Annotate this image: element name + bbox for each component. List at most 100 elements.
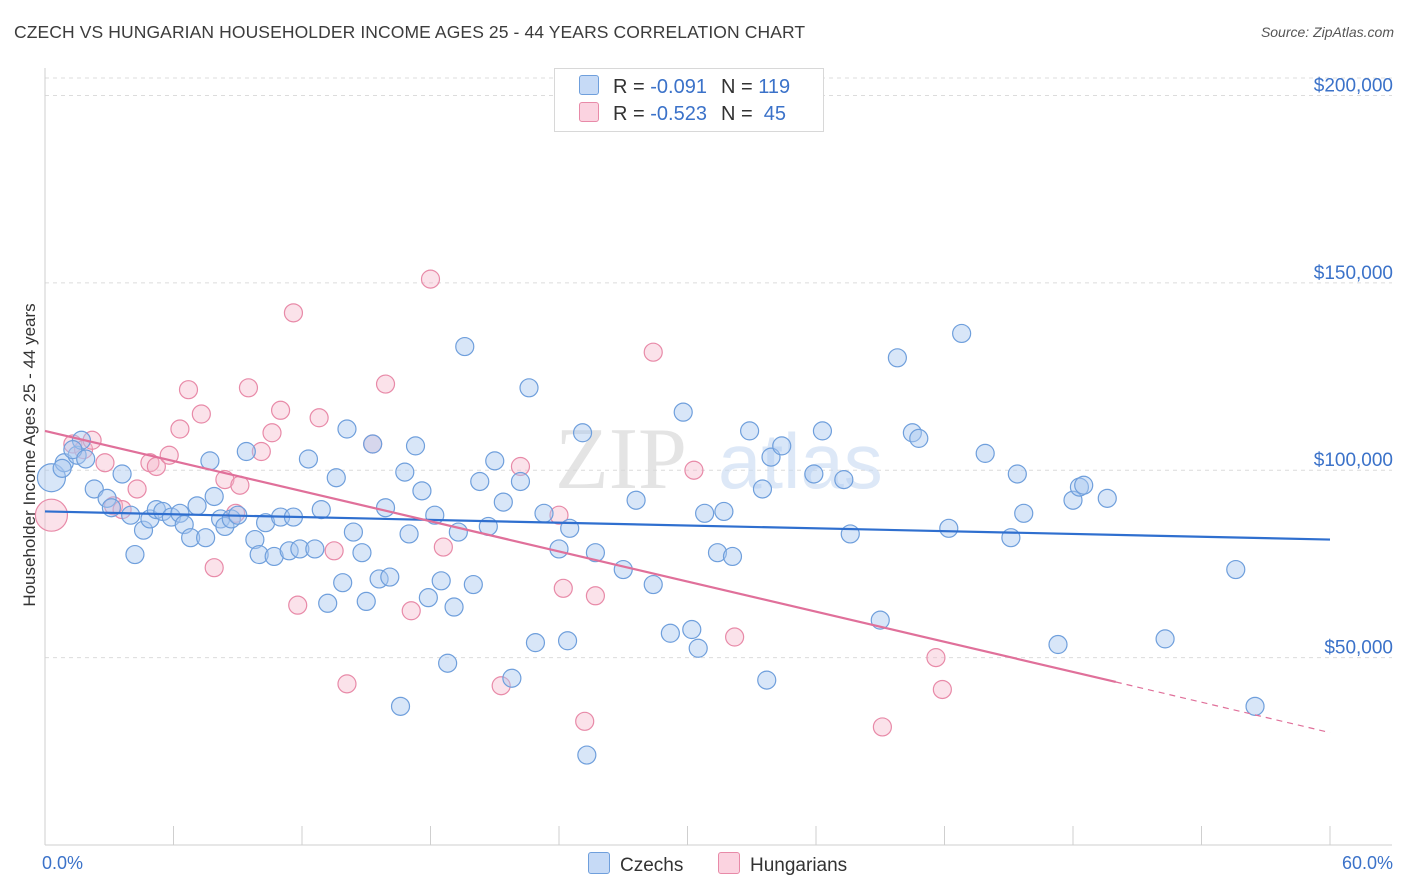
czech-point — [752, 479, 773, 499]
hungarian-point — [872, 717, 892, 737]
czech-point — [493, 492, 513, 512]
grid-lines — [45, 77, 1392, 659]
hungarian-point — [270, 400, 291, 420]
czech-point — [714, 501, 734, 522]
legend-item-hungarians[interactable]: Hungarians — [718, 852, 847, 877]
czech-point — [975, 443, 995, 463]
hungarian-point — [170, 419, 190, 439]
watermark: ZIP atlas — [555, 411, 883, 508]
czech-point — [204, 486, 224, 507]
czech-point — [510, 471, 531, 492]
czech-point — [772, 436, 792, 456]
czech-point — [1007, 464, 1027, 484]
czech-point — [740, 421, 760, 441]
czech-point — [1155, 629, 1175, 649]
czech-point — [187, 496, 207, 516]
x-tick-label: 60.0% — [1342, 853, 1393, 873]
legend-row-hungarians: R = -0.523 N = 45 — [579, 102, 786, 128]
czech-point — [1226, 559, 1246, 580]
hungarian-point — [337, 674, 357, 694]
czech-point — [412, 481, 432, 501]
czech-point — [444, 597, 464, 617]
hungarian-point — [575, 711, 595, 731]
czech-point — [673, 402, 693, 422]
legend-item-czechs[interactable]: Czechs — [588, 852, 683, 877]
czech-point — [485, 451, 505, 471]
czech-point — [626, 490, 646, 510]
czech-point — [405, 436, 426, 456]
czech-point — [1097, 488, 1117, 508]
hungarian-point — [401, 601, 421, 621]
czech-legend-swatch — [588, 852, 610, 874]
czech-point — [707, 543, 728, 563]
r-value-czechs: -0.091 — [650, 76, 707, 98]
hungarian-point — [491, 676, 511, 696]
czech-point — [887, 348, 907, 368]
czech-point — [1014, 503, 1034, 523]
axes — [44, 68, 1392, 846]
n-label: N = — [720, 103, 753, 125]
legend-label-czechs: Czechs — [620, 855, 684, 876]
hungarian-point — [725, 627, 745, 647]
czech-point — [245, 529, 265, 550]
czech-point — [519, 378, 539, 398]
hungarian-point — [684, 460, 704, 480]
hungarian-point — [585, 586, 606, 606]
hungarian-point — [178, 380, 199, 400]
czech-point — [909, 428, 929, 448]
czech-point — [939, 518, 959, 538]
czech-point — [952, 323, 972, 344]
hungarian-point — [510, 456, 531, 477]
czech-point — [318, 593, 338, 613]
czech-point — [84, 479, 104, 499]
czech-point — [76, 449, 96, 469]
czech-point — [63, 440, 83, 460]
czech-point — [352, 543, 372, 563]
stats-legend: R = -0.091 N = 119 R = -0.523 N = 45 — [554, 68, 824, 132]
hungarian-point — [251, 441, 271, 462]
y-tick-label: $150,000 — [1314, 263, 1393, 284]
watermark-atlas: atlas — [718, 417, 883, 505]
czech-point — [181, 528, 201, 548]
czech-point — [112, 464, 132, 484]
y-tick-label: $200,000 — [1314, 75, 1393, 96]
czech-point — [343, 522, 363, 542]
czech-point — [1048, 634, 1068, 655]
czech-point — [660, 623, 680, 643]
czech-point — [236, 441, 256, 462]
czech-point — [395, 462, 415, 482]
legend-label-hungarians: Hungarians — [750, 855, 848, 876]
czech-point — [431, 571, 451, 591]
czech-point — [249, 544, 269, 565]
czech-point — [305, 539, 325, 559]
czech-point — [534, 503, 554, 523]
n-value-hungarians: 45 — [758, 103, 787, 125]
czech-point — [326, 468, 346, 488]
r-value-hungarians: -0.523 — [650, 103, 707, 125]
czech-point — [375, 498, 396, 518]
hungarian-point — [262, 423, 282, 443]
czech-point — [1245, 696, 1265, 716]
hungarian-point — [95, 453, 115, 473]
r-label: R = — [613, 103, 645, 125]
hungarian-point — [553, 578, 573, 598]
chart-title: CZECH VS HUNGARIAN HOUSEHOLDER INCOME AG… — [14, 22, 806, 42]
hungarian-point — [309, 408, 329, 428]
czech-points — [36, 323, 1265, 765]
czech-point — [757, 670, 777, 690]
czech-point — [470, 471, 490, 492]
czech-point — [121, 505, 141, 525]
czech-swatch — [579, 75, 599, 95]
hungarian-swatch — [579, 102, 599, 122]
czech-trend-line — [44, 510, 1331, 541]
czech-point — [525, 633, 546, 653]
czech-point — [390, 696, 411, 716]
hungarian-point — [549, 505, 569, 525]
czech-point — [333, 573, 353, 593]
czech-point — [125, 544, 145, 565]
r-label: R = — [613, 76, 645, 98]
czech-point — [463, 574, 483, 595]
hungarian-point — [204, 558, 224, 578]
czech-point — [585, 543, 606, 563]
